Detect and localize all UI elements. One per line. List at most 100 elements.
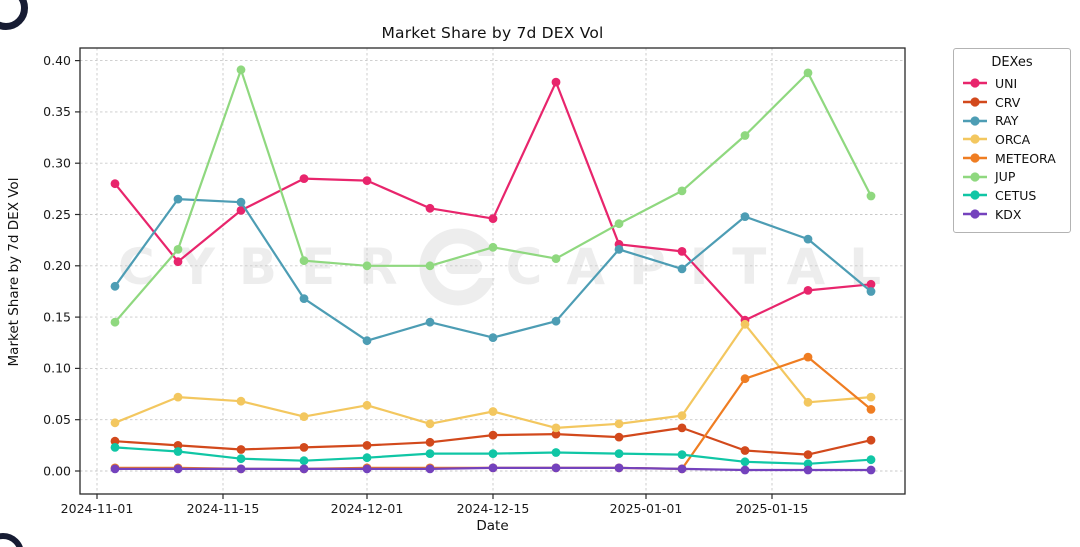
- series-point-CRV: [803, 450, 813, 459]
- x-tick-label: 2024-11-15: [187, 501, 260, 516]
- series-point-ORCA: [803, 397, 813, 407]
- series-point-KDX: [362, 464, 372, 474]
- legend-label: RAY: [995, 113, 1019, 129]
- series-point-CETUS: [551, 448, 561, 457]
- series-point-UNI: [236, 206, 246, 215]
- series-point-CETUS: [173, 447, 183, 456]
- series-point-JUP: [740, 131, 750, 140]
- series-point-ORCA: [551, 423, 561, 433]
- legend-marker-icon: [963, 78, 987, 88]
- axes-box: [79, 47, 906, 495]
- series-point-KDX: [803, 465, 813, 475]
- series-point-ORCA: [488, 407, 498, 416]
- series-point-ORCA: [299, 412, 309, 421]
- legend-item-UNI: UNI: [962, 74, 1062, 93]
- watermark: CYBER CAPITAL: [118, 225, 905, 309]
- legend-item-RAY: RAY: [962, 111, 1062, 130]
- y-tick-label: 0.20: [43, 258, 71, 273]
- series-point-KDX: [677, 464, 687, 474]
- series-point-ORCA: [110, 418, 120, 428]
- series-point-CETUS: [614, 449, 624, 458]
- legend-marker-icon: [963, 97, 987, 107]
- series-point-CETUS: [740, 457, 750, 467]
- x-axis-label: Date: [476, 518, 509, 534]
- series-point-KDX: [425, 464, 435, 474]
- series-point-KDX: [236, 464, 246, 474]
- series-point-RAY: [236, 197, 246, 207]
- series-point-KDX: [551, 463, 561, 473]
- x-tick-label: 2025-01-15: [736, 501, 809, 516]
- y-tick-label: 0.05: [43, 412, 71, 427]
- series-point-METEORA: [740, 374, 750, 384]
- series-point-UNI: [803, 286, 813, 295]
- y-tick-label: 0.15: [43, 309, 71, 324]
- series-point-KDX: [740, 465, 750, 475]
- series-point-UNI: [110, 179, 120, 189]
- series-point-ORCA: [362, 400, 372, 410]
- series-point-JUP: [236, 65, 246, 75]
- series-point-KDX: [173, 464, 183, 474]
- series-point-RAY: [488, 333, 498, 342]
- series-point-KDX: [299, 464, 309, 474]
- y-tick-label: 0.10: [43, 361, 71, 376]
- series-point-RAY: [425, 317, 435, 327]
- series-point-CRV: [677, 423, 687, 433]
- series-point-CETUS: [110, 443, 120, 452]
- series-point-CETUS: [803, 459, 813, 469]
- brand-ring-top-left-icon: [0, 0, 28, 30]
- legend-label: ORCA: [995, 131, 1031, 147]
- series-point-CRV: [425, 437, 435, 447]
- legend-label: METEORA: [995, 150, 1056, 166]
- series-point-JUP: [488, 242, 498, 252]
- series-point-JUP: [551, 254, 561, 263]
- series-point-CETUS: [488, 449, 498, 458]
- y-tick-label: 0.25: [43, 207, 71, 222]
- series-point-JUP: [866, 191, 876, 201]
- series-point-CRV: [488, 430, 498, 440]
- series-point-JUP: [299, 256, 309, 266]
- series-point-ORCA: [173, 392, 183, 402]
- series-point-CETUS: [425, 449, 435, 458]
- series-point-JUP: [614, 219, 624, 229]
- legend-marker-icon: [963, 209, 987, 219]
- legend-item-METEORA: METEORA: [962, 149, 1062, 168]
- legend-marker-icon: [963, 190, 987, 201]
- legend-item-CETUS: CETUS: [962, 186, 1062, 205]
- series-point-JUP: [173, 245, 183, 254]
- legend-marker-icon: [963, 153, 987, 163]
- series-point-CRV: [173, 441, 183, 450]
- series-point-KDX: [614, 463, 624, 473]
- series-point-UNI: [677, 247, 687, 256]
- legend-label: CETUS: [995, 187, 1037, 203]
- series-point-CRV: [866, 435, 876, 445]
- series-point-CETUS: [677, 450, 687, 459]
- series-point-CRV: [551, 429, 561, 439]
- series-point-JUP: [362, 261, 372, 271]
- series-point-ORCA: [236, 396, 246, 406]
- series-point-RAY: [614, 245, 624, 254]
- x-tick-label: 2024-12-01: [331, 501, 404, 516]
- legend-title: DEXes: [991, 55, 1033, 70]
- legend-label: KDX: [995, 206, 1022, 222]
- series-point-ORCA: [677, 411, 687, 420]
- series-point-JUP: [677, 186, 687, 196]
- series-point-UNI: [866, 279, 876, 289]
- x-tick-label: 2024-11-01: [61, 501, 134, 516]
- series-point-RAY: [803, 234, 813, 244]
- series-point-CETUS: [236, 454, 246, 464]
- series-point-JUP: [425, 261, 435, 271]
- series-point-RAY: [299, 294, 309, 303]
- legend-item-CRV: CRV: [962, 93, 1062, 112]
- y-tick-label: 0.00: [43, 463, 71, 478]
- series-point-CETUS: [866, 455, 876, 465]
- watermark-word-left: CYBER: [118, 238, 422, 296]
- series-point-RAY: [866, 287, 876, 296]
- series-point-RAY: [173, 194, 183, 204]
- series-point-CRV: [299, 443, 309, 452]
- series-point-CRV: [614, 432, 624, 442]
- series-point-ORCA: [740, 319, 750, 329]
- legend-marker-icon: [963, 134, 987, 145]
- series-point-RAY: [110, 281, 120, 291]
